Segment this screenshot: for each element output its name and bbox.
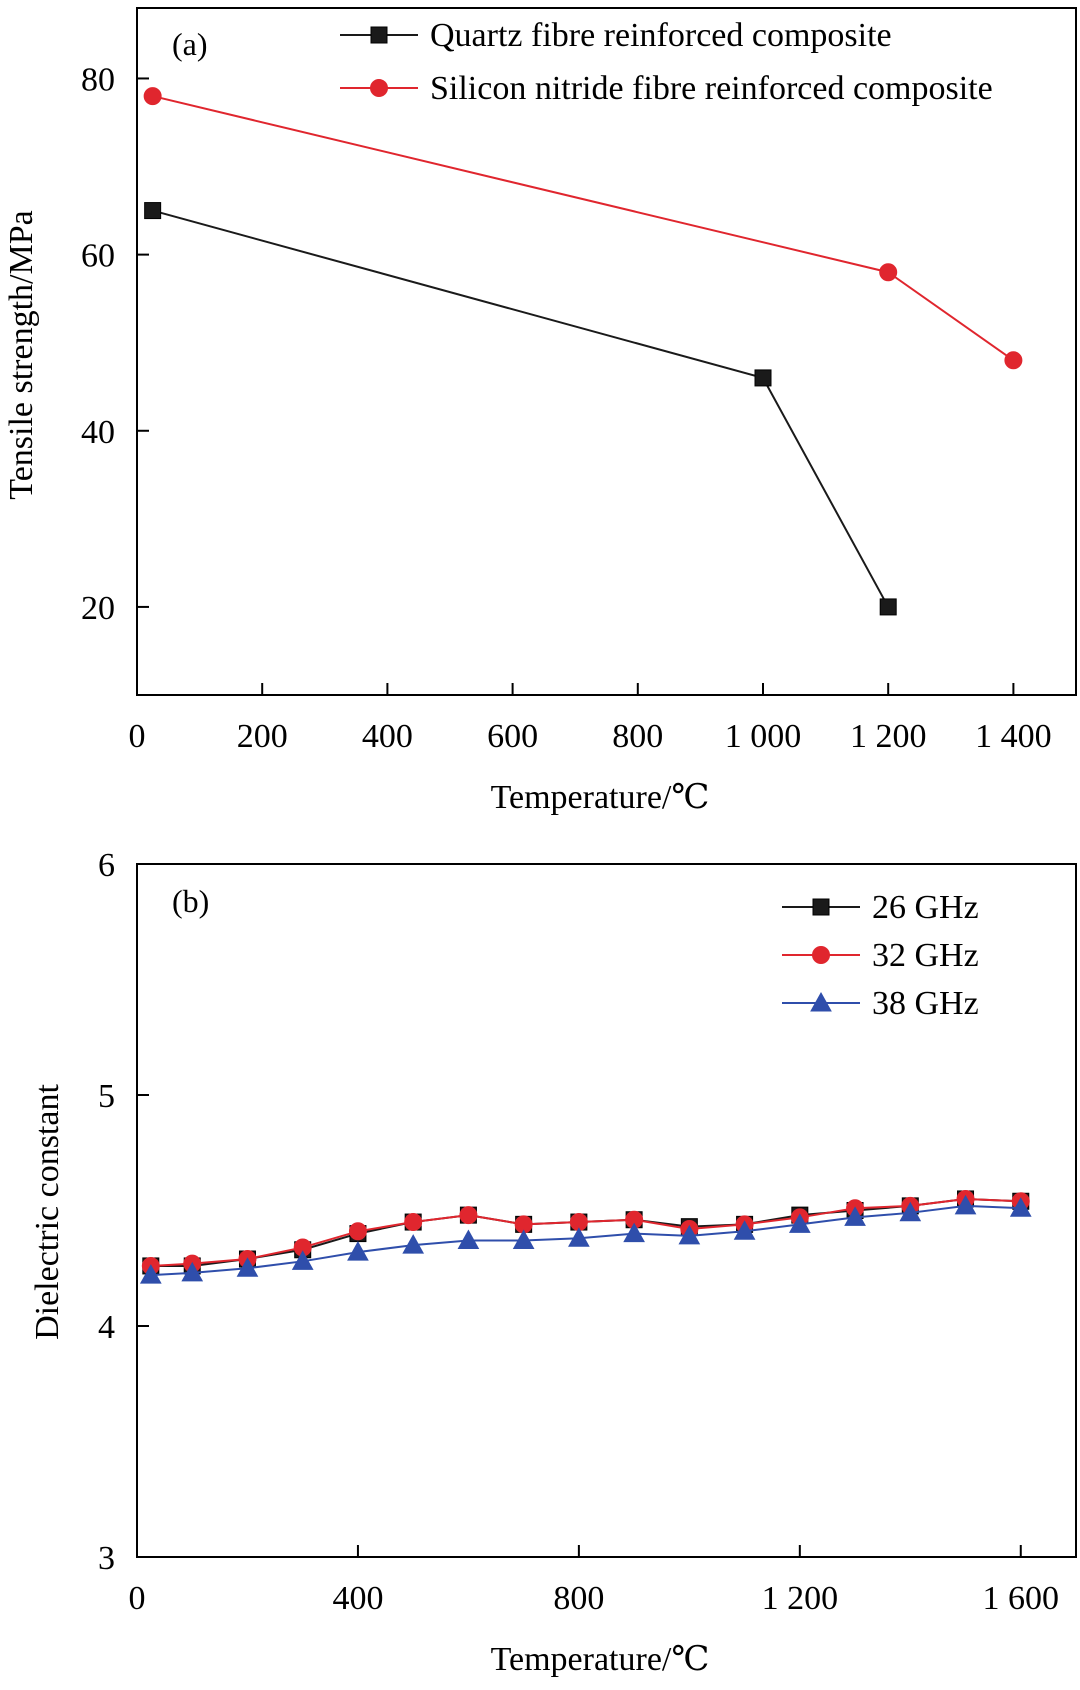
data-point xyxy=(181,1261,204,1282)
y-tick-label: 5 xyxy=(98,1078,115,1115)
x-tick-label: 800 xyxy=(612,718,663,755)
legend-entry: Quartz fibre reinforced composite xyxy=(340,17,892,54)
series-silicon-nitride-fibre-reinforced-composite xyxy=(143,87,1023,370)
data-point xyxy=(144,202,162,220)
x-tick-label: 1 200 xyxy=(850,718,927,755)
legend-entry: Silicon nitride fibre reinforced composi… xyxy=(340,70,993,107)
x-tick-label: 800 xyxy=(553,1580,604,1617)
legend-marker xyxy=(370,26,388,44)
chart-a: 20 40 60 80 0 200 400 600 800 1 000 1 200 1 400 (a… xyxy=(3,7,1077,816)
chart-b-series xyxy=(139,1189,1032,1284)
legend-label: Quartz fibre reinforced composite xyxy=(430,17,892,54)
x-tick-label: 600 xyxy=(487,718,538,755)
chart-b-plot-frame xyxy=(136,863,1077,1558)
chart-a-panel-label: (a) xyxy=(172,26,208,62)
chart-a-y-axis-label: Tensile strength/MPa xyxy=(3,210,40,499)
data-point xyxy=(348,1222,367,1241)
data-point xyxy=(954,1194,977,1215)
chart-b-y-ticks: 3 4 5 6 xyxy=(98,847,149,1577)
chart-b-legend: 26 GHz 32 GHz 38 GHz xyxy=(782,889,979,1022)
x-tick-label: 0 xyxy=(129,1580,146,1617)
series-quartz-fibre-reinforced-composite xyxy=(144,202,897,616)
data-point xyxy=(879,598,897,616)
data-point xyxy=(733,1220,756,1240)
x-tick-label: 1 000 xyxy=(725,718,802,755)
x-tick-label: 0 xyxy=(129,718,146,755)
legend-label: 32 GHz xyxy=(872,937,979,974)
legend-marker xyxy=(812,898,830,916)
legend-label: 26 GHz xyxy=(872,889,979,926)
y-tick-label: 40 xyxy=(81,414,115,451)
x-tick-label: 1 200 xyxy=(762,1580,839,1617)
y-tick-label: 6 xyxy=(98,847,115,884)
legend-entry: 38 GHz xyxy=(782,985,979,1022)
data-point xyxy=(623,1222,645,1243)
data-point xyxy=(139,1264,162,1284)
data-point xyxy=(678,1224,701,1245)
chart-b: 3 4 5 6 0 400 800 1 200 1 600 (b) 26 GHz 32 GHz 3… xyxy=(29,847,1077,1678)
data-point xyxy=(1004,351,1023,370)
legend-marker xyxy=(370,79,388,97)
data-point xyxy=(404,1213,423,1232)
legend-marker xyxy=(810,991,832,1012)
series-line xyxy=(150,1197,1021,1267)
x-tick-label: 400 xyxy=(332,1580,383,1617)
y-tick-label: 3 xyxy=(98,1540,115,1577)
data-point xyxy=(754,369,772,387)
data-point xyxy=(568,1227,590,1247)
chart-a-legend: Quartz fibre reinforced composite Silicon… xyxy=(340,17,993,107)
chart-a-x-axis-label: Temperature/℃ xyxy=(491,779,710,816)
chart-a-x-ticks: 0 200 400 600 800 1 000 1 200 1 400 xyxy=(129,683,1052,755)
x-tick-label: 200 xyxy=(237,718,288,755)
data-point xyxy=(291,1250,314,1270)
data-point xyxy=(457,1229,480,1250)
x-tick-label: 1 600 xyxy=(983,1580,1060,1617)
data-point xyxy=(143,87,162,106)
chart-b-panel-label: (b) xyxy=(172,883,209,919)
y-tick-label: 20 xyxy=(81,590,115,627)
data-point xyxy=(844,1206,866,1226)
series-line xyxy=(150,1197,1021,1267)
data-point xyxy=(512,1229,535,1250)
chart-b-x-axis-label: Temperature/℃ xyxy=(491,1641,710,1678)
chart-a-y-ticks: 20 40 60 80 xyxy=(81,61,149,627)
legend-label: Silicon nitride fibre reinforced composi… xyxy=(430,70,993,107)
data-point xyxy=(899,1201,922,1222)
legend-label: 38 GHz xyxy=(872,985,979,1022)
legend-entry: 26 GHz xyxy=(782,889,979,926)
y-tick-label: 80 xyxy=(81,61,115,98)
x-tick-label: 1 400 xyxy=(975,718,1052,755)
chart-b-y-axis-label: Dielectric constant xyxy=(29,1084,66,1340)
data-point xyxy=(236,1257,259,1277)
y-tick-label: 4 xyxy=(98,1309,115,1346)
data-point xyxy=(1009,1197,1032,1217)
legend-entry: 32 GHz xyxy=(782,937,979,974)
data-point xyxy=(402,1234,425,1254)
series-26-ghz xyxy=(142,1190,1030,1275)
chart-a-series xyxy=(143,87,1023,616)
data-point xyxy=(459,1206,478,1225)
chart-b-x-ticks: 0 400 800 1 200 1 600 xyxy=(129,1545,1060,1617)
series-38-ghz xyxy=(139,1194,1032,1284)
series-line xyxy=(152,95,1014,362)
data-point xyxy=(347,1241,369,1261)
series-line xyxy=(152,209,890,608)
chart-a-plot-frame xyxy=(136,7,1077,696)
series-32-ghz xyxy=(141,1189,1030,1275)
data-point xyxy=(879,263,898,282)
legend-marker xyxy=(812,946,830,964)
x-tick-label: 400 xyxy=(362,718,413,755)
data-point xyxy=(788,1213,811,1233)
y-tick-label: 60 xyxy=(81,238,115,275)
